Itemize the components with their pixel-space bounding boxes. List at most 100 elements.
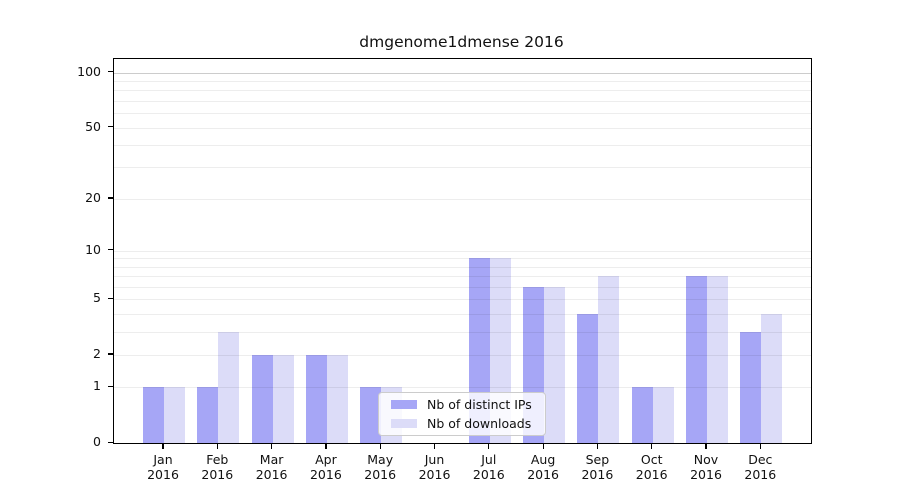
gridline (114, 198, 811, 200)
x-tick-year: 2016 (255, 467, 288, 482)
bar-downloads-mar (272, 354, 294, 443)
y-tick-label: 10 (85, 241, 101, 257)
legend-label-downloads: Nb of downloads (427, 416, 532, 431)
gridline (114, 113, 811, 115)
x-tick-label-mar: Mar 2016 (242, 452, 302, 482)
legend-swatch-downloads (391, 419, 417, 428)
bar-distinct-ips-feb (197, 387, 219, 443)
legend-item-distinct-ips: Nb of distinct IPs (387, 397, 537, 412)
y-tick-mark (108, 126, 113, 128)
x-tick-label-jun: Jun 2016 (405, 452, 465, 482)
bar-downloads-oct (652, 387, 674, 443)
y-tick-label: 5 (93, 290, 101, 306)
x-tick-mark (325, 443, 327, 449)
x-tick-label-apr: Apr 2016 (296, 452, 356, 482)
bar-distinct-ips-jan (143, 387, 164, 443)
gridline (114, 250, 811, 252)
x-tick-month: Jan (153, 452, 173, 467)
gridline (114, 72, 811, 74)
bar-downloads-dec (761, 313, 783, 443)
gridline (114, 266, 811, 268)
y-tick-label: 2 (93, 345, 101, 361)
y-tick-label: 20 (85, 189, 101, 205)
y-tick-label: 0 (93, 434, 101, 449)
gridline (114, 258, 811, 260)
gridline (114, 276, 811, 278)
x-tick-month: May (367, 452, 394, 467)
x-tick-month: Feb (206, 452, 229, 467)
legend-label-distinct-ips: Nb of distinct IPs (427, 397, 532, 412)
x-tick-month: Oct (640, 452, 663, 467)
x-tick-month: Aug (530, 452, 556, 467)
plot-area (113, 58, 812, 444)
x-tick-month: Jun (424, 452, 445, 467)
x-tick-mark (542, 443, 544, 449)
x-tick-year: 2016 (201, 467, 234, 482)
legend-swatch-distinct-ips (391, 400, 417, 409)
gridline (114, 331, 811, 333)
bar-downloads-sep (598, 276, 620, 443)
x-tick-month: Dec (748, 452, 773, 467)
x-tick-year: 2016 (527, 467, 559, 482)
bar-downloads-aug (544, 286, 566, 443)
gridline (114, 90, 811, 92)
x-tick-month: Apr (315, 452, 337, 467)
gridline (114, 81, 811, 83)
x-tick-year: 2016 (309, 467, 342, 482)
x-tick-year: 2016 (744, 467, 777, 482)
x-tick-label-aug: Aug 2016 (513, 452, 573, 482)
x-tick-label-feb: Feb 2016 (187, 452, 247, 482)
x-tick-label-nov: Nov 2016 (676, 452, 736, 482)
y-tick-mark (108, 385, 113, 388)
y-tick-mark (108, 297, 113, 300)
legend-item-downloads: Nb of downloads (387, 416, 537, 431)
gridline (114, 286, 811, 288)
bar-downloads-jan (164, 387, 185, 443)
bar-distinct-ips-apr (305, 354, 327, 443)
y-tick-mark (108, 441, 113, 443)
x-tick-mark (433, 443, 436, 449)
x-tick-year: 2016 (364, 467, 397, 482)
gridline (114, 354, 811, 356)
x-tick-mark (379, 443, 381, 449)
bar-distinct-ips-sep (577, 313, 599, 443)
x-tick-year: 2016 (147, 467, 179, 482)
bar-distinct-ips-may (360, 387, 382, 443)
bar-distinct-ips-nov (686, 276, 707, 443)
gridline (114, 145, 811, 147)
x-tick-label-oct: Oct 2016 (622, 452, 682, 482)
x-tick-mark (162, 443, 164, 449)
x-tick-month: Mar (259, 452, 284, 467)
x-tick-year: 2016 (635, 467, 668, 482)
y-tick-mark (108, 197, 113, 199)
x-tick-year: 2016 (418, 467, 451, 482)
y-tick-mark (108, 71, 113, 73)
bar-downloads-apr (326, 354, 348, 443)
bar-distinct-ips-oct (631, 387, 653, 443)
gridline (114, 313, 811, 315)
x-tick-month: Jul (481, 452, 497, 467)
x-tick-year: 2016 (690, 467, 722, 482)
x-tick-mark (596, 443, 599, 449)
gridline (114, 299, 811, 301)
y-tick-label: 50 (85, 118, 101, 134)
x-tick-month: Nov (693, 452, 719, 467)
y-tick-mark (108, 353, 113, 355)
x-tick-year: 2016 (472, 467, 505, 482)
x-tick-label-jan: Jan 2016 (133, 452, 193, 482)
gridline (114, 167, 811, 169)
x-tick-label-jul: Jul 2016 (459, 452, 519, 482)
x-tick-mark (216, 443, 218, 449)
bar-distinct-ips-mar (251, 354, 273, 443)
x-tick-mark (705, 443, 707, 449)
y-tick-label: 1 (93, 378, 101, 394)
x-tick-mark (759, 443, 761, 449)
x-tick-month: Sep (585, 452, 610, 467)
bar-downloads-nov (707, 276, 728, 443)
y-tick-mark (108, 249, 113, 251)
x-tick-mark (271, 443, 273, 449)
x-tick-year: 2016 (581, 467, 614, 482)
chart-title: dmgenome1dmense 2016 (359, 33, 564, 51)
bar-downloads-feb (218, 331, 240, 443)
